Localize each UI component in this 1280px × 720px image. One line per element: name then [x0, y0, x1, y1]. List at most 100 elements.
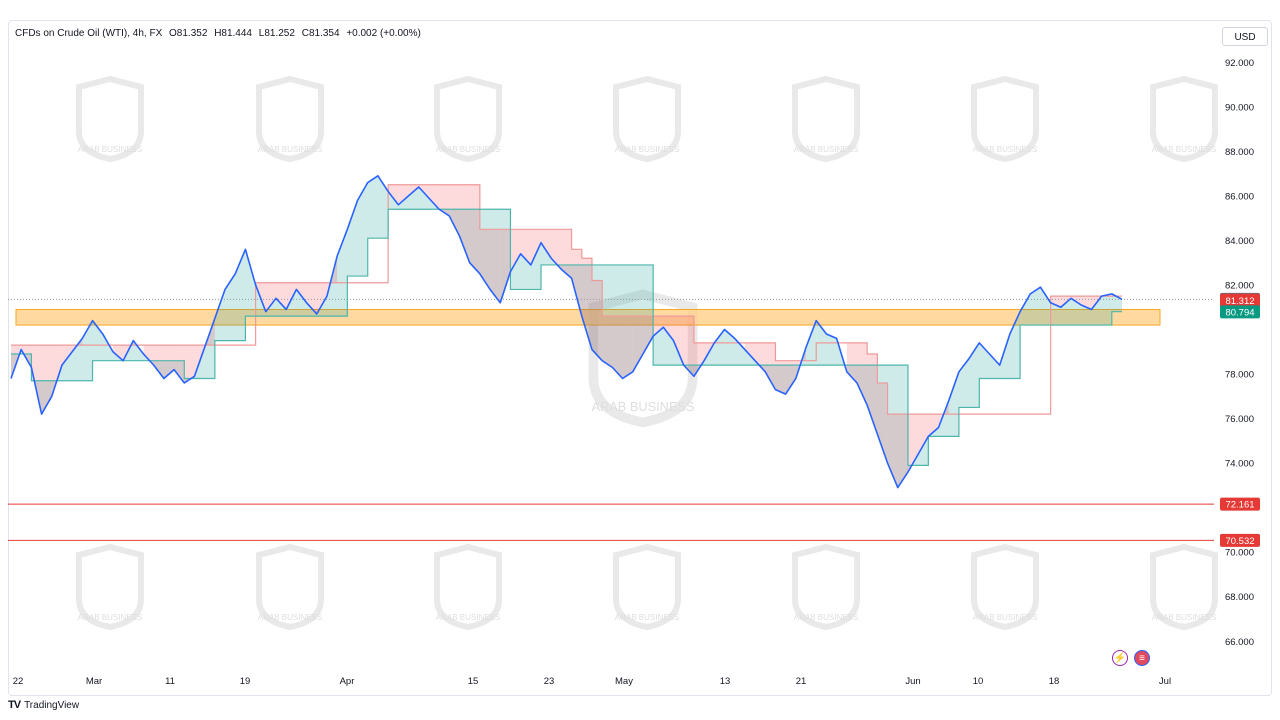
- price-axis[interactable]: 92.000 90.000 88.000 86.000 84.000 82.000 78.0…: [1225, 58, 1254, 648]
- resistance-fill: [316, 282, 327, 314]
- resistance-fill: [683, 316, 694, 377]
- support-fill: [724, 329, 735, 366]
- price-line: [10, 175, 1123, 489]
- x-tick-label: Apr: [340, 676, 355, 687]
- y-tick-label: 92.000: [1225, 58, 1254, 69]
- support-fill: [530, 242, 542, 290]
- watermark-text: ARAB BUSINESS: [591, 399, 694, 414]
- support-fill: [581, 264, 592, 350]
- legend-open: O81.352: [169, 28, 208, 39]
- support-fill: [510, 253, 521, 290]
- resistance-fill: [31, 345, 42, 415]
- watermark-text: ARAB BUSINESS: [973, 613, 1037, 622]
- resistance-fill: [663, 316, 674, 341]
- hline-badge-bg: [1220, 533, 1260, 547]
- footer-icons: ⚡ ≡: [1112, 650, 1150, 666]
- support-marker-badge: 80.794: [1225, 307, 1254, 318]
- legend-symbol[interactable]: CFDs on Crude Oil (WTI), 4h, FX: [15, 28, 163, 39]
- support-fill: [1050, 302, 1061, 326]
- watermark-layer: ARAB BUSINESS ARAB BUSINESS ARAB BUSINESS A…: [76, 75, 1218, 631]
- watermark-shield: [971, 543, 1039, 631]
- resistance-fill: [755, 342, 766, 372]
- watermark-text: ARAB BUSINESS: [1152, 145, 1216, 154]
- support-fill: [765, 365, 776, 390]
- x-tick-label: May: [615, 676, 633, 687]
- support-marker-badge-bg: [1220, 305, 1260, 319]
- x-tick-label: 15: [468, 676, 479, 687]
- x-tick-label: 22: [13, 676, 24, 687]
- support-fill: [214, 289, 226, 341]
- support-fill: [61, 351, 73, 381]
- support-fill: [561, 264, 572, 279]
- hline-badge: 72.161: [1225, 500, 1254, 511]
- support-fill: [846, 365, 857, 383]
- support-fill: [204, 318, 215, 379]
- resistance-fill: [693, 342, 705, 377]
- resistance-fill: [428, 184, 440, 210]
- resistance-fill: [744, 342, 756, 361]
- support-fill: [296, 289, 307, 317]
- resistance-fill: [112, 345, 124, 361]
- watermark-shield: [76, 75, 144, 163]
- support-fill: [642, 264, 654, 354]
- resistance-fill: [867, 354, 878, 435]
- watermark-text: ARAB BUSINESS: [436, 613, 500, 622]
- resistance-fill: [673, 316, 684, 366]
- x-tick-label: 21: [796, 676, 807, 687]
- support-fill: [877, 365, 888, 464]
- support-fill: [377, 175, 389, 239]
- watermark-text: ARAB BUSINESS: [1152, 613, 1216, 622]
- watermark-shield: [613, 75, 681, 163]
- watermark-shield: [256, 75, 324, 163]
- watermark-shield: [434, 75, 502, 163]
- watermark-shield: [1150, 543, 1218, 631]
- lightning-icon[interactable]: ⚡: [1112, 650, 1128, 666]
- support-fill: [41, 380, 52, 415]
- resistance-fill: [449, 184, 460, 236]
- resistance-fill: [591, 280, 603, 361]
- support-fill: [235, 249, 246, 341]
- resistance-fill: [296, 282, 307, 303]
- support-fill: [856, 365, 868, 406]
- x-tick-label: 19: [240, 676, 251, 687]
- support-fill: [969, 342, 980, 408]
- x-tick-label: 23: [544, 676, 555, 687]
- time-axis[interactable]: 22 Mar 11 19 Apr 15 23 May 13 21 Jun 10 18 Jul: [13, 676, 1171, 687]
- resistance-fill: [459, 184, 470, 263]
- resistance-fill: [541, 229, 552, 259]
- currency-button[interactable]: USD: [1222, 27, 1268, 46]
- support-fill: [367, 175, 378, 239]
- watermark-shield: [792, 75, 860, 163]
- support-fill: [775, 365, 786, 395]
- resistance-fill: [765, 342, 776, 390]
- support-step-line: [11, 208, 1122, 466]
- y-tick-label: 84.000: [1225, 236, 1254, 247]
- us-flag-icon[interactable]: ≡: [1134, 650, 1150, 666]
- support-fill: [1091, 296, 1102, 326]
- resistance-fill: [551, 229, 562, 270]
- x-tick-label: Jul: [1159, 676, 1171, 687]
- resistance-marker-badge-bg: [1220, 293, 1260, 307]
- resistance-fill: [928, 414, 939, 437]
- resistance-fill: [561, 229, 572, 279]
- resistance-fill: [846, 342, 857, 383]
- support-fill: [1030, 287, 1041, 326]
- resistance-fill: [653, 316, 664, 337]
- support-fill: [612, 264, 623, 379]
- resistance-fill: [265, 282, 277, 312]
- resistance-fill: [51, 345, 62, 397]
- legend-change: +0.002 (+0.00%): [346, 28, 421, 39]
- support-fill: [276, 298, 287, 317]
- support-fill: [632, 264, 643, 372]
- watermark-text: ARAB BUSINESS: [258, 145, 322, 154]
- support-fill: [958, 358, 970, 408]
- watermark-shield: [971, 75, 1039, 163]
- support-resistance-zone: [15, 308, 1161, 326]
- x-tick-label: 18: [1049, 676, 1060, 687]
- support-fill: [1020, 293, 1031, 326]
- support-fill: [989, 354, 1000, 379]
- legend-low: L81.252: [258, 28, 295, 39]
- watermark-text: ARAB BUSINESS: [258, 613, 322, 622]
